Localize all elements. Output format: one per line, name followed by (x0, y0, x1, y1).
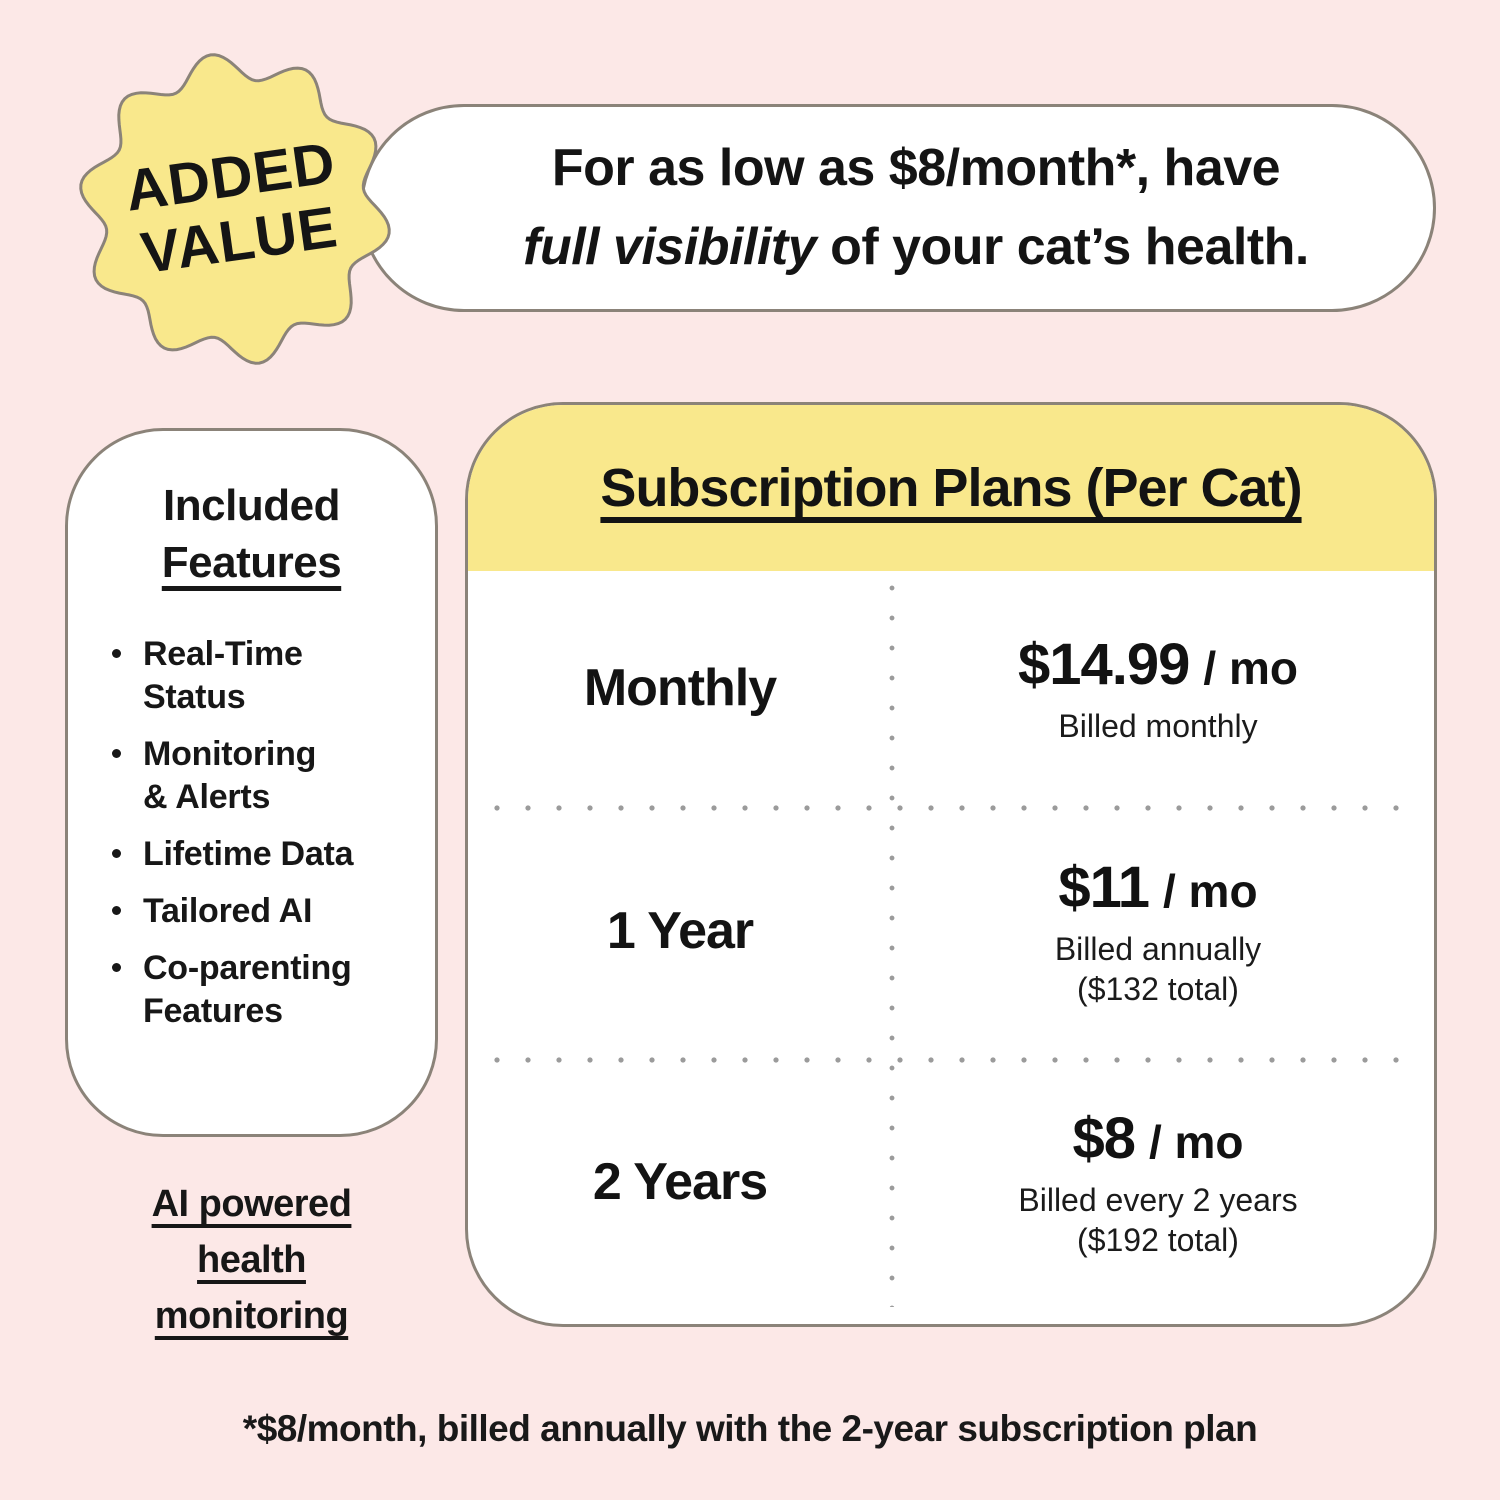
bullet-icon (112, 906, 121, 915)
price-unit: / mo (1203, 641, 1298, 694)
price-line: $14.99 / mo (1018, 631, 1298, 698)
list-item: Monitoring & Alerts (112, 733, 425, 819)
ai-health-caption: AI powered health monitoring (151, 1183, 352, 1337)
plan-row-1-year: 1 Year $11 / mo Billed annually ($132 to… (468, 805, 1434, 1057)
features-list: Real-Time Status Monitoring & Alerts Lif… (68, 633, 435, 1033)
plan-price-cell: $14.99 / mo Billed monthly (892, 571, 1434, 805)
plan-price-cell: $8 / mo Billed every 2 years ($192 total… (892, 1057, 1434, 1307)
footnote: *$8/month, billed annually with the 2-ye… (242, 1408, 1258, 1449)
hero-line-2: full visibility of your cat’s health. (433, 208, 1399, 287)
subscription-plans-card: Subscription Plans (Per Cat) Monthly $14… (465, 402, 1437, 1327)
list-item: Tailored AI (112, 890, 425, 933)
list-item: Co-parenting Features (112, 947, 425, 1033)
hero-line-1: For as low as $8/month*, have (433, 129, 1399, 208)
hero-line-2-rest: of your cat’s health. (816, 218, 1309, 276)
features-title-line-1: Included (163, 481, 340, 530)
feature-item-text: Tailored AI (143, 892, 313, 930)
feature-item-text: Lifetime Data (143, 835, 354, 873)
price-amount: $14.99 (1018, 631, 1190, 697)
feature-item-text: Real-Time Status (143, 635, 303, 716)
added-value-badge: ADDED VALUE (68, 42, 402, 376)
bullet-icon (112, 849, 121, 858)
plan-term: Monthly (583, 659, 777, 717)
price-unit: / mo (1148, 1115, 1244, 1168)
bullet-icon (112, 963, 121, 972)
plans-header: Subscription Plans (Per Cat) (468, 405, 1434, 571)
price-note: Billed annually ($132 total) (1054, 930, 1262, 1007)
list-item: Lifetime Data (112, 833, 425, 876)
price-line: $11 / mo (1058, 854, 1257, 921)
price-note: Billed monthly (1058, 707, 1258, 744)
bullet-icon (112, 749, 121, 758)
price-note: Billed every 2 years ($192 total) (1018, 1181, 1298, 1258)
features-title-line-2: Features (161, 538, 342, 587)
hero-line-1-text: For as low as $8/month*, have (551, 139, 1281, 197)
plan-row-monthly: Monthly $14.99 / mo Billed monthly (468, 571, 1434, 805)
plan-row-2-years: 2 Years $8 / mo Billed every 2 years ($1… (468, 1057, 1434, 1307)
features-card: Included Features Real-Time Status Monit… (65, 428, 438, 1137)
vertical-dotted-divider (889, 585, 895, 1307)
starburst-icon (79, 53, 391, 365)
plan-term: 1 Year (606, 902, 754, 960)
bullet-icon (112, 649, 121, 658)
plan-term-cell: 2 Years (468, 1057, 892, 1307)
price-amount: $8 (1072, 1105, 1136, 1171)
list-item: Real-Time Status (112, 633, 425, 719)
plan-term-cell: 1 Year (468, 805, 892, 1057)
plan-term: 2 Years (592, 1153, 768, 1211)
price-line: $8 / mo (1072, 1105, 1243, 1172)
row-dotted-divider (494, 805, 1408, 811)
hero-line-2-italic: full visibility (523, 218, 817, 276)
price-unit: / mo (1163, 864, 1258, 917)
hero-pill: For as low as $8/month*, have full visib… (360, 104, 1436, 312)
row-dotted-divider (494, 1057, 1408, 1063)
price-amount: $11 (1058, 854, 1150, 920)
plan-price-cell: $11 / mo Billed annually ($132 total) (892, 805, 1434, 1057)
plan-term-cell: Monthly (468, 571, 892, 805)
features-title: Included Features (68, 477, 435, 591)
feature-item-text: Co-parenting Features (143, 949, 352, 1030)
plans-title: Subscription Plans (Per Cat) (600, 458, 1302, 518)
feature-item-text: Monitoring & Alerts (143, 735, 317, 816)
badge-text: ADDED VALUE (46, 20, 423, 397)
